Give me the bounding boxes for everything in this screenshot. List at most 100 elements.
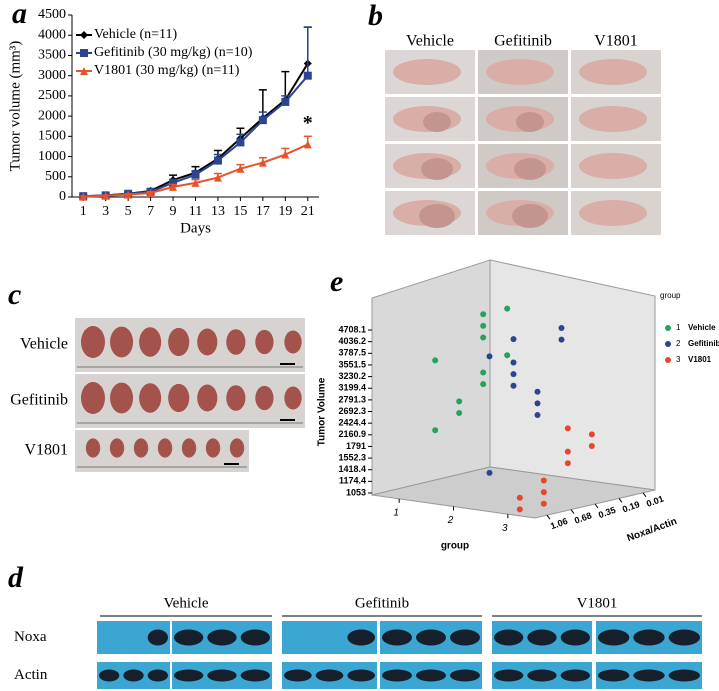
legend-number: 2	[676, 339, 681, 348]
band	[382, 629, 412, 646]
tumor	[139, 383, 162, 413]
x-tick-label: 7	[147, 204, 154, 219]
marker	[79, 192, 88, 201]
marker	[80, 67, 88, 75]
band	[147, 669, 168, 682]
tumor	[284, 386, 302, 410]
marker	[281, 150, 290, 159]
band	[174, 629, 204, 646]
legend-number: 3	[676, 355, 681, 364]
y-tick-label: 4000	[38, 27, 66, 42]
mouse	[579, 59, 647, 85]
x-tick-label: 0.68	[573, 510, 593, 525]
legend-label: Vehicle (n=11)	[94, 27, 178, 42]
point	[564, 425, 571, 432]
x-tick-label: 0.19	[621, 499, 641, 514]
tumor	[181, 438, 197, 458]
tumor	[81, 326, 105, 358]
tumor	[229, 438, 245, 458]
group-tick-label: 1	[393, 507, 399, 518]
point	[540, 477, 547, 484]
marker	[146, 188, 155, 197]
column-label: Vehicle	[406, 33, 454, 50]
point	[480, 381, 487, 388]
marker	[101, 191, 110, 200]
y-tick-label: 1418.4	[338, 464, 366, 474]
tumor	[110, 382, 134, 414]
tumor	[205, 438, 221, 458]
row-label: Noxa	[14, 629, 47, 645]
point	[534, 400, 541, 407]
y-axis-label: Tumor volume (mm³)	[7, 41, 23, 172]
x-axis-label: Noxa/Actin	[626, 516, 679, 544]
x-tick-label: 0.01	[645, 494, 665, 509]
y-tick-label: 2791.3	[338, 394, 366, 404]
y-tick-label: 4500	[38, 7, 66, 22]
y-tick-label: 2424.4	[338, 418, 366, 428]
point	[540, 489, 547, 496]
group-label: Gefitinib	[355, 595, 409, 611]
point	[564, 460, 571, 467]
band	[347, 629, 375, 646]
y-tick-label: 3000	[38, 68, 66, 83]
mouse	[579, 106, 647, 132]
y-tick-label: 4036.2	[338, 336, 366, 346]
y-tick-label: 2500	[38, 88, 66, 103]
point	[516, 494, 523, 501]
band	[174, 669, 204, 682]
tumor	[197, 384, 218, 412]
tumor	[197, 328, 218, 356]
band	[560, 629, 590, 646]
band	[147, 629, 168, 646]
band	[123, 669, 144, 682]
mouse	[393, 59, 461, 85]
y-tick-label: 500	[45, 169, 66, 184]
x-tick-label: 3	[102, 204, 109, 219]
band	[527, 669, 557, 682]
y-tick-label: 3787.5	[338, 348, 366, 358]
point	[504, 352, 511, 359]
tumor	[226, 385, 246, 411]
x-tick-label: 21	[301, 204, 315, 219]
band	[207, 669, 237, 682]
panel-label: b	[368, 0, 383, 32]
band	[240, 669, 270, 682]
mouse	[579, 153, 647, 179]
x-tick-label: 19	[278, 204, 292, 219]
tumor	[514, 158, 546, 180]
band	[240, 629, 270, 646]
point	[588, 431, 595, 438]
band	[527, 629, 557, 646]
legend-marker	[665, 357, 671, 363]
tumor	[226, 329, 246, 355]
x-axis-label: Days	[180, 220, 211, 236]
group-tick-label: 2	[447, 515, 454, 526]
x-tick-label: 5	[125, 204, 132, 219]
y-tick-label: 2000	[38, 108, 66, 123]
tumor	[284, 330, 302, 354]
band	[633, 669, 665, 682]
row-label: Vehicle	[20, 336, 68, 353]
y-tick-label: 1500	[38, 129, 66, 144]
band	[494, 629, 524, 646]
legend-label: Vehicle	[688, 323, 716, 332]
point	[456, 409, 463, 416]
x-tick	[546, 514, 551, 520]
y-tick-label: 1174.4	[339, 476, 366, 486]
group-axis-label: group	[441, 541, 469, 552]
band	[598, 669, 630, 682]
point	[480, 322, 487, 329]
group-label: Vehicle	[164, 595, 209, 611]
band	[382, 669, 412, 682]
tumor	[419, 204, 455, 228]
row-label: Actin	[14, 667, 48, 683]
tumor	[81, 382, 105, 414]
panel-label: c	[8, 278, 21, 311]
mouse	[579, 200, 647, 226]
tumor	[423, 112, 451, 132]
point	[534, 388, 541, 395]
tumor	[255, 329, 274, 355]
panel-label: a	[12, 0, 27, 30]
x-tick-label: 1.06	[549, 516, 569, 531]
